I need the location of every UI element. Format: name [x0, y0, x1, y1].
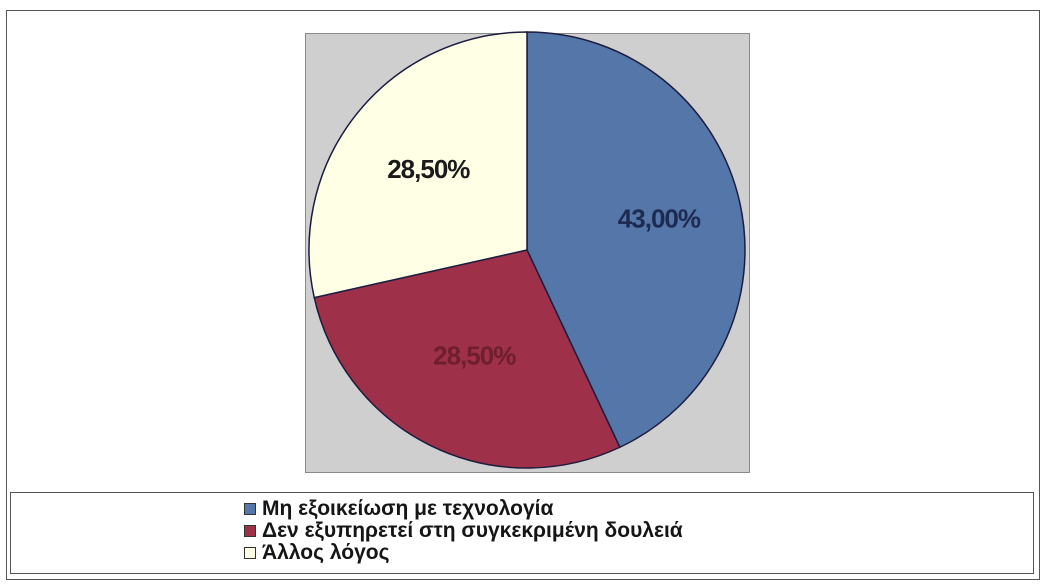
data-label-no-tech-familiarity: 43,00% — [618, 203, 701, 233]
legend-label: Μη εξοικείωση με τεχνολογία — [262, 497, 554, 520]
legend-label: Άλλος λόγος — [262, 541, 390, 564]
slice-not-useful-for-job — [313, 249, 621, 469]
legend-swatch — [244, 547, 256, 559]
slice-other-reason — [308, 31, 528, 299]
legend: Μη εξοικείωση με τεχνολογία Δεν εξυπηρετ… — [10, 492, 1034, 574]
legend-label: Δεν εξυπηρετεί στη συγκεκριμένη δουλειά — [262, 519, 683, 542]
pie-chart: 43,00% 28,50% 28,50% — [308, 31, 746, 469]
legend-swatch — [244, 525, 256, 537]
slice-no-tech-familiarity — [526, 31, 746, 449]
legend-list: Μη εξοικείωση με τεχνολογία Δεν εξυπηρετ… — [244, 497, 683, 564]
legend-item-other-reason: Άλλος λόγος — [244, 541, 683, 564]
data-label-other-reason: 28,50% — [387, 154, 470, 184]
plot-area: 43,00% 28,50% 28,50% — [305, 31, 750, 473]
legend-item-not-useful-for-job: Δεν εξυπηρετεί στη συγκεκριμένη δουλειά — [244, 519, 683, 542]
legend-item-no-tech-familiarity: Μη εξοικείωση με τεχνολογία — [244, 497, 683, 520]
chart-frame: 43,00% 28,50% 28,50% — [6, 10, 1040, 580]
legend-swatch — [244, 503, 256, 515]
data-label-not-useful-for-job: 28,50% — [433, 341, 516, 371]
